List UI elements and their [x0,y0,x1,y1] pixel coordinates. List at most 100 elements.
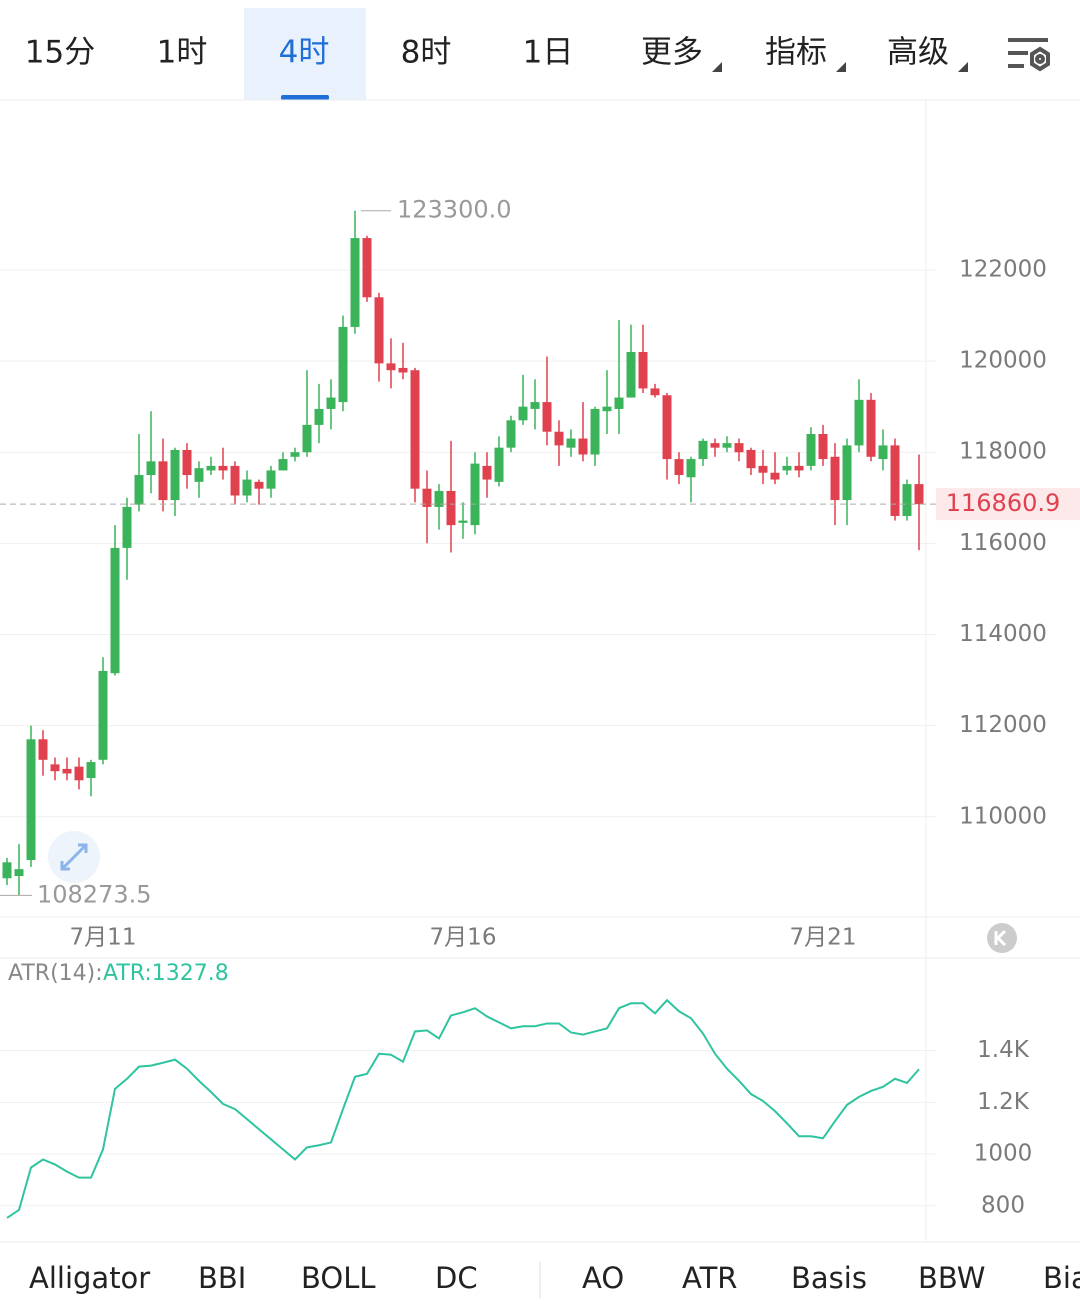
candle-body [674,459,684,476]
active-tab-bg [244,8,366,100]
candle-body [770,472,780,480]
timeframe-tab[interactable]: 高级 [887,35,949,71]
candle-body [662,395,672,460]
candle-body [242,479,252,496]
candle-body [890,445,900,517]
candle-body [74,766,84,781]
candle-body [182,449,192,476]
candle-body [314,408,324,425]
timeframe-tab[interactable]: 1时 [157,35,208,71]
x-tick-label: 7月11 [70,925,137,951]
candle-body [506,420,516,448]
candle-body [686,459,696,478]
candle-body [2,862,12,879]
y-tick-label: 1000 [974,1141,1033,1167]
candle-body [578,438,588,455]
candle-body [758,465,768,473]
legend-value: ATR:1327.8 [103,961,229,986]
candle-body [554,431,564,446]
candle-body [122,506,132,548]
x-tick-label: 7月21 [790,925,857,951]
x-tick-label: 7月16 [430,925,497,951]
candle-body [98,670,108,760]
candle-body [494,447,504,482]
timeframe-tab[interactable]: 15分 [25,35,95,71]
y-tick-label: 118000 [959,439,1047,465]
candle-body [626,351,636,398]
candle-body [638,351,648,389]
candle-body [854,399,864,446]
settings-icon[interactable] [1008,38,1050,72]
indicator-tab[interactable]: Bias [1043,1261,1080,1295]
indicator-tab[interactable]: Basis [791,1261,867,1295]
candle-body [458,520,468,523]
y-tick-label: 110000 [959,803,1047,829]
y-tick-label: 1.4K [977,1037,1030,1063]
y-tick-label: 112000 [959,712,1047,738]
indicator-tab[interactable]: ATR [682,1261,737,1295]
candle-body [110,547,120,674]
candle-body [86,762,96,779]
candle-body [218,465,228,471]
y-tick-label: 116000 [959,530,1047,556]
candle-body [602,406,612,412]
active-tab-indicator [281,95,329,100]
candle-body [734,443,744,453]
candle-body [590,408,600,455]
candle-body [338,326,348,403]
indicator-tab[interactable]: Alligator [29,1261,150,1295]
candle-body [830,456,840,501]
candle-body [14,869,24,876]
timeframe-tab[interactable]: 8时 [401,35,452,71]
candle-body [230,465,240,496]
candle-body [902,484,912,517]
candle-body [422,488,432,507]
candle-body [170,449,180,501]
indicator-tab[interactable]: DC [435,1261,478,1295]
candle-body [290,452,300,457]
candle-body [398,367,408,373]
candle-body [158,461,168,501]
candle-body [842,445,852,501]
candle-body [914,484,924,505]
min-label: 108273.5 [37,880,152,908]
timeframe-tab[interactable]: 4时 [279,35,330,71]
timeframe-tab[interactable]: 更多 [641,35,703,71]
y-tick-label: 1.2K [977,1089,1030,1115]
legend-title: ATR(14): [8,961,103,986]
expand-button[interactable] [48,831,100,883]
candle-body [722,443,732,448]
candle-body [818,433,828,460]
candle-body [38,739,48,760]
candle-body [362,238,372,298]
candle-body [542,402,552,432]
indicator-line [6,998,920,1219]
candle-body [50,764,60,772]
candle-body [266,470,276,489]
candle-body [518,406,528,421]
indicator-tab[interactable]: BOLL [301,1261,376,1295]
candle-body [866,399,876,457]
candle-body [134,475,144,505]
y-tick-label: 120000 [959,348,1047,374]
timeframe-tab[interactable]: 指标 [765,35,827,71]
scroll-latest-button[interactable] [987,923,1017,953]
timeframe-tab[interactable]: 1日 [523,35,574,71]
candle-body [374,297,384,364]
indicator-tab[interactable]: AO [582,1261,624,1295]
candle-body [650,388,660,396]
candle-body [62,768,72,774]
candle-body [698,440,708,460]
indicator-tab[interactable]: BBI [198,1261,246,1295]
candle-body [878,445,888,460]
candle-body [410,370,420,489]
candle-body [794,465,804,471]
candle-body [782,465,792,471]
indicator-tab[interactable]: BBW [918,1261,985,1295]
candle-body [446,490,456,526]
candle-body [146,461,156,476]
candle-body [614,397,624,409]
last-price-label: 116860.9 [946,489,1061,517]
candle-body [566,438,576,448]
candle-body [710,443,720,448]
